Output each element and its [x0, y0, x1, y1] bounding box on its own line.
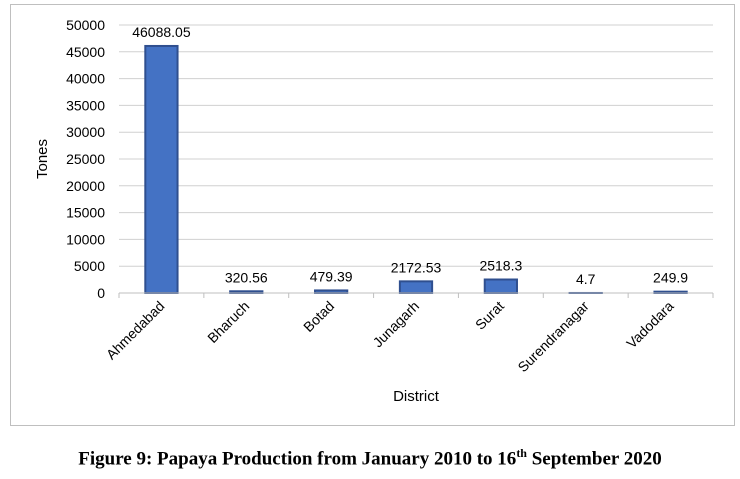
x-category-label: Ahmedabad — [103, 298, 168, 363]
y-tick-label: 25000 — [66, 151, 105, 167]
x-axis-title: District — [393, 388, 440, 405]
figure-caption: Figure 9: Papaya Production from January… — [0, 446, 740, 470]
data-label: 46088.05 — [132, 24, 191, 40]
x-category-label: Surat — [472, 298, 507, 333]
data-labels: 46088.05 320.56 479.39 2172.53 2518.3 4.7 249.… — [132, 24, 688, 287]
x-category-label: Botad — [300, 298, 337, 335]
x-category-label: Vadodara — [623, 298, 677, 352]
bar-junagarh — [398, 280, 434, 294]
data-label: 320.56 — [225, 269, 268, 285]
y-tick-label: 20000 — [66, 178, 105, 194]
x-category-label: Junagarh — [370, 298, 423, 351]
y-tick-label: 40000 — [66, 71, 105, 87]
data-label: 249.9 — [653, 270, 688, 286]
y-tick-label: 35000 — [66, 97, 105, 113]
data-label: 4.7 — [576, 271, 596, 287]
y-tick-label: 10000 — [66, 231, 105, 247]
caption-prefix: Figure 9: Papaya Production from January… — [78, 448, 517, 470]
bars — [144, 44, 688, 295]
y-tick-label: 45000 — [66, 44, 105, 60]
bar-surat — [483, 278, 518, 295]
y-tick-label: 5000 — [74, 258, 105, 274]
data-label: 2518.3 — [479, 258, 522, 274]
y-tick-labels: 0 5000 10000 15000 20000 25000 30000 35000 40000… — [66, 17, 105, 301]
data-label: 2172.53 — [391, 259, 442, 275]
y-axis-title: Tones — [34, 139, 51, 179]
y-tick-label: 30000 — [66, 124, 105, 140]
y-tick-label: 15000 — [66, 205, 105, 221]
x-category-label: Surendranagar — [514, 298, 592, 376]
y-tick-label: 50000 — [66, 17, 105, 33]
x-category-labels: Ahmedabad Bharuch Botad Junagarh Surat Surend… — [103, 298, 677, 376]
caption-superscript: th — [516, 446, 527, 460]
gridlines — [118, 24, 714, 298]
bar-ahmedabad — [144, 44, 179, 295]
caption-suffix: September 2020 — [526, 448, 662, 470]
data-label: 479.39 — [310, 268, 353, 284]
y-tick-label: 0 — [97, 285, 105, 301]
bar-chart: 0 5000 10000 15000 20000 25000 30000 35000 40000… — [34, 17, 714, 405]
x-category-label: Bharuch — [204, 298, 252, 346]
chart-frame: 0 5000 10000 15000 20000 25000 30000 35000 40000… — [10, 4, 735, 426]
